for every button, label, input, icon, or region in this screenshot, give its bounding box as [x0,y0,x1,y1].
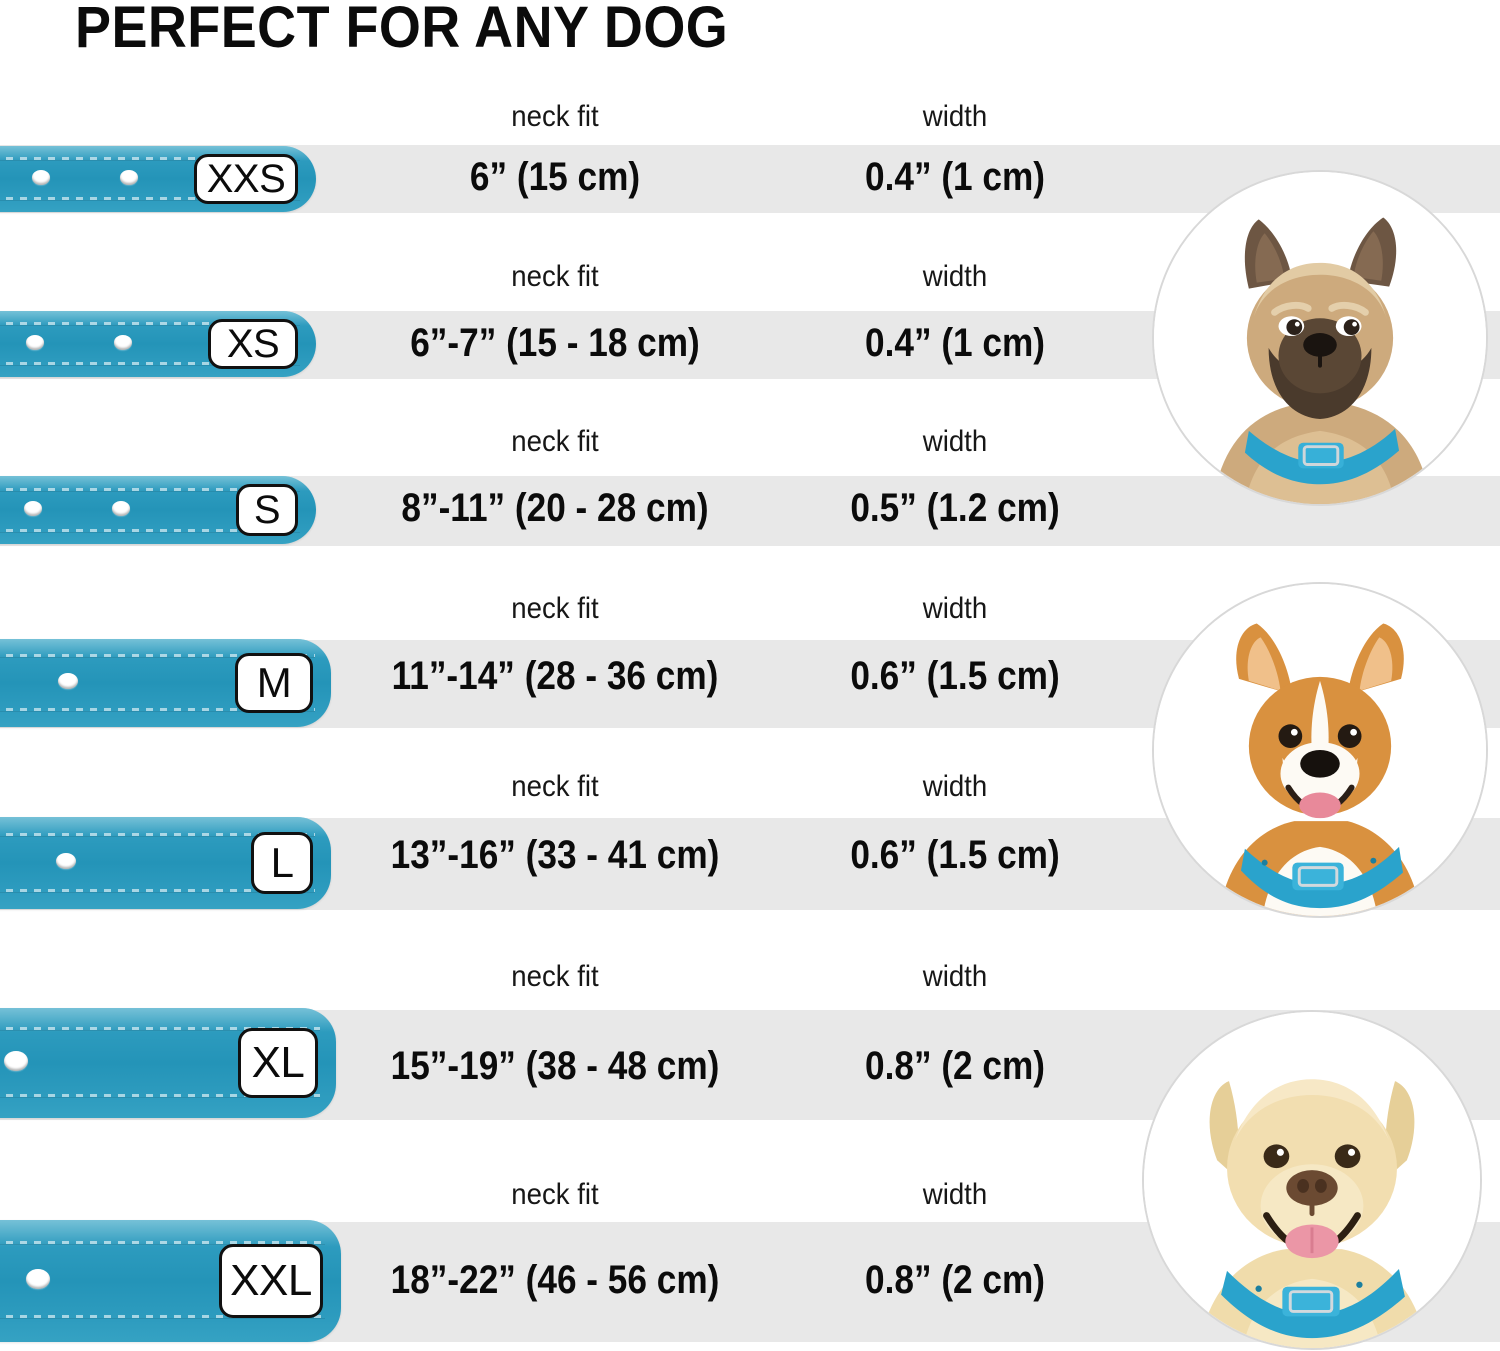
width-column-header: width [922,770,988,803]
width-column-header: width [922,260,988,293]
large-dog-photo [1142,1010,1482,1350]
collar-stitch-line-bottom [0,197,300,200]
collar-hole [114,335,132,350]
neck-fit-column-header: neck fit [511,425,599,458]
width-value: 0.6” (1.5 cm) [850,833,1060,877]
collar-hole [112,501,130,516]
width-value: 0.8” (2 cm) [865,1258,1045,1302]
size-badge: XXS [194,154,298,204]
collar-stitch-line-top [0,1241,325,1244]
width-column-header: width [922,425,988,458]
width-column-header: width [922,592,988,625]
neck-fit-value: 18”-22” (46 - 56 cm) [390,1258,720,1302]
collar-hole [4,1051,28,1071]
width-value: 0.8” (2 cm) [865,1044,1045,1088]
page-title: PERFECT FOR ANY DOG [75,0,729,60]
width-column-header: width [922,1178,988,1211]
width-value: 0.6” (1.5 cm) [850,654,1060,698]
width-column-header: width [922,100,988,133]
small-dog-photo [1152,170,1488,506]
size-badge: XS [208,319,298,369]
collar-stitch-line-top [0,157,300,160]
collar-stitch-line-bottom [0,362,300,365]
collar-stitch-line-top [0,322,300,325]
width-value: 0.4” (1 cm) [865,321,1045,365]
medium-dog-photo [1152,582,1488,918]
size-badge: M [235,653,313,713]
collar-hole [32,170,50,185]
collar-stitch-line-top [0,833,315,836]
size-badge: L [251,832,313,894]
collar-stitch-line-bottom [0,1315,325,1318]
width-column-header: width [922,960,988,993]
neck-fit-value: 15”-19” (38 - 48 cm) [390,1044,720,1088]
collar-hole [120,170,138,185]
collar-stitch-line-top [0,488,300,491]
neck-fit-value: 11”-14” (28 - 36 cm) [391,654,719,698]
neck-fit-column-header: neck fit [511,960,599,993]
collar-hole [58,673,78,690]
collar-stitch-line-bottom [0,1094,320,1097]
collar-hole [26,1269,50,1289]
neck-fit-value: 6” (15 cm) [469,155,641,199]
neck-fit-column-header: neck fit [511,100,599,133]
collar-hole [56,853,76,870]
neck-fit-value: 13”-16” (33 - 41 cm) [390,833,720,877]
collar-stitch-line-top [0,654,315,657]
neck-fit-column-header: neck fit [511,1178,599,1211]
neck-fit-value: 6”-7” (15 - 18 cm) [410,321,700,365]
collar-stitch-line-bottom [0,529,300,532]
collar-hole [24,501,42,516]
collar-stitch-line-bottom [0,889,315,892]
width-value: 0.4” (1 cm) [865,155,1045,199]
collar-stitch-line-bottom [0,708,315,711]
size-badge: XXL [219,1244,323,1318]
collar-stitch-line-top [0,1027,320,1030]
neck-fit-column-header: neck fit [511,770,599,803]
width-value: 0.5” (1.2 cm) [850,486,1060,530]
size-badge: XL [238,1028,318,1098]
neck-fit-column-header: neck fit [511,260,599,293]
size-badge: S [236,484,298,536]
neck-fit-value: 8”-11” (20 - 28 cm) [401,486,709,530]
collar-hole [26,335,44,350]
neck-fit-column-header: neck fit [511,592,599,625]
